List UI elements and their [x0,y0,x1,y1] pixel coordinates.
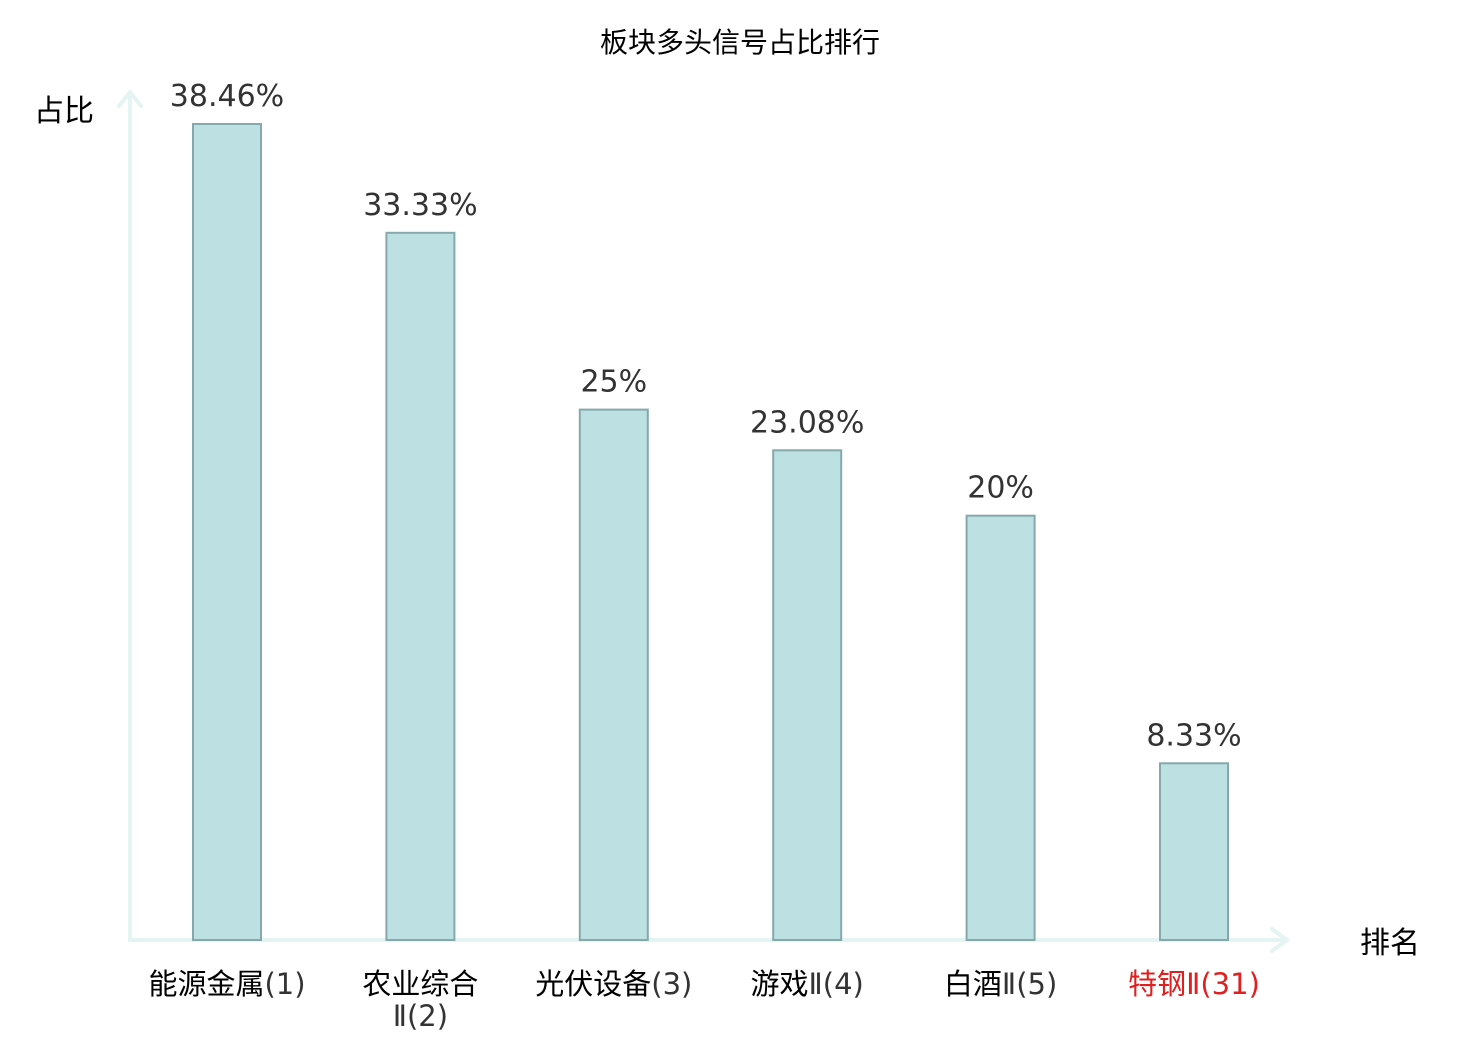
category-name: 农业综合 [362,967,478,1001]
bar-series [192,123,1229,942]
category-rank: (3) [651,967,692,1001]
category-name: 白酒 [944,967,1002,1001]
value-labels: 38.46% 33.33% 25% 23.08% 20% 8.33% [170,79,1242,753]
category-name: 光伏设备 [535,967,651,1001]
x-tick-label: 游戏Ⅱ(4) [751,967,864,1001]
x-tick-label: 特钢Ⅱ(31) [1128,967,1260,1001]
data-label: 20% [967,471,1034,506]
category-rank: Ⅱ(5) [1002,967,1057,1001]
category-name: 能源金属 [148,967,264,1001]
data-label: 38.46% [170,79,284,114]
x-axis-arrow [1270,927,1289,953]
category-name: 游戏 [751,967,809,1001]
x-tick-label-line: 白酒Ⅱ(5) [944,967,1057,1001]
x-axis: 排名 [128,926,1420,961]
bar [192,123,262,941]
chart-title: 板块多头信号占比排行 [600,26,880,59]
y-axis-arrow [117,90,143,108]
data-label: 8.33% [1146,718,1241,753]
x-tick-label-line: 游戏Ⅱ(4) [751,967,864,1001]
x-tick-label-line: Ⅱ(2) [393,999,448,1033]
category-name: 特钢 [1128,967,1186,1001]
bar [1159,762,1229,941]
category-rank: Ⅱ(2) [393,999,448,1033]
category-rank: Ⅱ(4) [809,967,864,1001]
x-tick-label-line: 特钢Ⅱ(31) [1128,967,1260,1001]
x-tick-label: 农业综合 Ⅱ(2) [362,967,478,1033]
category-labels: 能源金属(1) 农业综合 Ⅱ(2) 光伏设备(3) 游戏Ⅱ(4) 白酒Ⅱ(5) 特钢Ⅱ(31… [148,967,1259,1033]
data-label: 25% [580,365,647,400]
bar [772,449,843,941]
category-rank: (1) [264,967,305,1001]
x-tick-label: 光伏设备(3) [535,967,692,1001]
data-label: 23.08% [750,405,864,440]
bar [578,408,649,942]
bar [385,231,456,942]
y-axis-label: 占比 [34,94,94,129]
x-tick-label-line: 能源金属(1) [148,967,305,1001]
y-axis: 占比 [34,90,143,942]
data-label: 33.33% [363,188,477,223]
x-tick-label: 白酒Ⅱ(5) [944,967,1057,1001]
x-tick-label: 能源金属(1) [148,967,305,1001]
category-rank: Ⅱ(31) [1186,967,1260,1001]
bar [965,514,1036,941]
x-tick-label-line: 光伏设备(3) [535,967,692,1001]
x-tick-label-line: 农业综合 [362,967,478,1001]
x-axis-label: 排名 [1360,926,1420,961]
